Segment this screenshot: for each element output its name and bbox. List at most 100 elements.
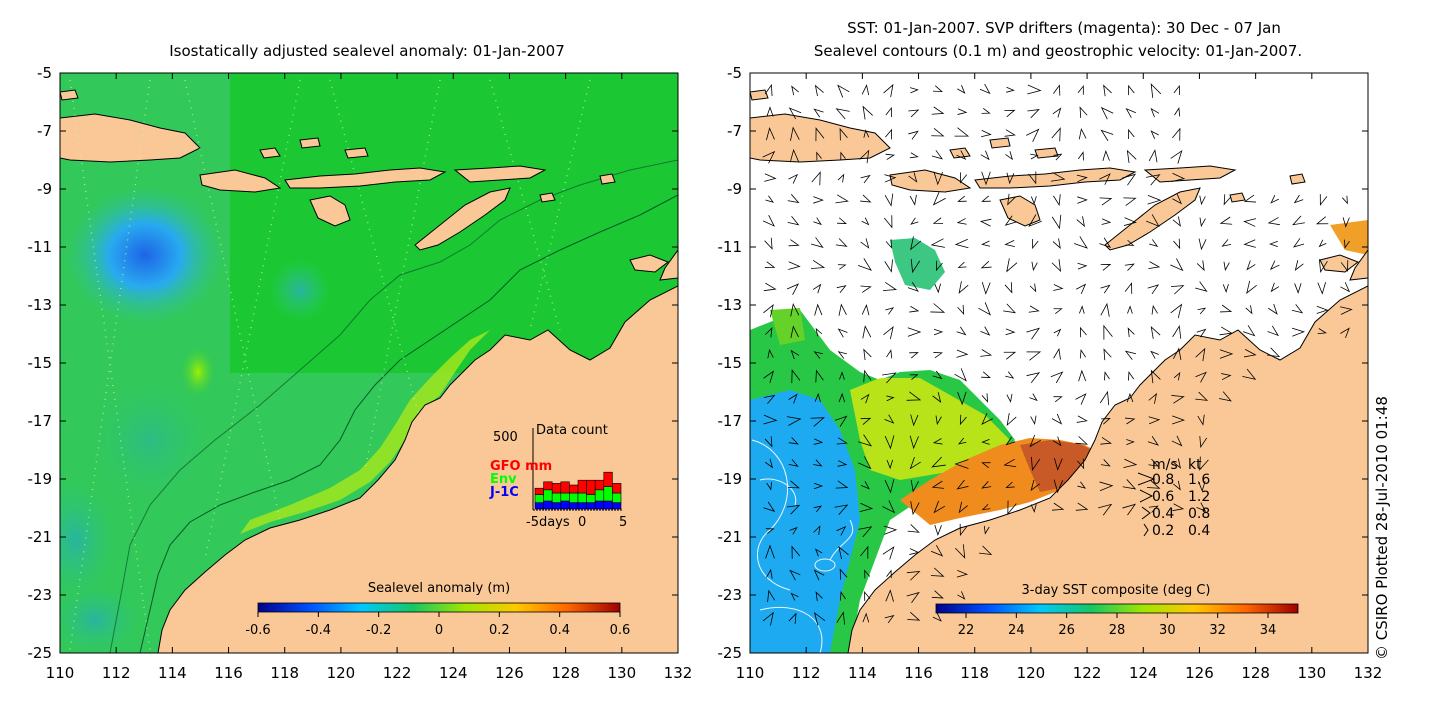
velocity-arrow	[767, 348, 774, 359]
velocity-arrow	[763, 282, 777, 292]
velocity-arrow	[1340, 260, 1349, 272]
data-count-legend-item: J-1C	[489, 485, 519, 500]
geostrophic-velocity-arrows	[762, 83, 1353, 626]
velocity-arrow	[1053, 328, 1062, 337]
velocity-arrow	[1124, 417, 1136, 425]
velocity-arrow	[908, 130, 919, 140]
velocity-arrow	[884, 614, 895, 624]
velocity-arrow	[1291, 304, 1304, 314]
velocity-arrow	[1147, 195, 1162, 205]
velocity-arrow	[788, 458, 799, 467]
velocity-arrow	[1030, 153, 1039, 160]
velocity-arrow	[1221, 373, 1232, 381]
velocity-arrow	[1172, 458, 1181, 469]
velocity-legend-kt: 1.2	[1188, 489, 1210, 505]
velocity-arrow	[1027, 84, 1042, 95]
velocity-arrow	[1246, 280, 1257, 294]
velocity-arrow	[861, 217, 870, 226]
left-lon-label: 128	[551, 664, 580, 682]
left-lon-label: 132	[664, 664, 693, 682]
left-lat-label: -19	[28, 470, 53, 488]
velocity-legend-ms: 0.6	[1152, 489, 1174, 505]
velocity-arrow	[906, 571, 921, 581]
velocity-arrow	[1026, 372, 1041, 384]
velocity-arrow	[1170, 149, 1183, 164]
velocity-arrow	[862, 325, 872, 339]
velocity-arrow	[959, 523, 968, 537]
velocity-arrow	[863, 369, 872, 383]
velocity-arrow	[934, 283, 941, 294]
velocity-arrow	[836, 285, 847, 294]
velocity-arrow	[1026, 327, 1041, 340]
velocity-arrow	[1243, 194, 1257, 203]
velocity-arrow	[1004, 282, 1013, 294]
velocity-arrow	[1074, 236, 1088, 249]
velocity-arrow	[932, 192, 946, 206]
velocity-arrow	[1315, 216, 1329, 225]
velocity-arrow	[788, 261, 801, 270]
left-map-field[interactable]: Sealevel anomaly (m) -0.6 -0.4 -0.2 0 0.2 0.4…	[35, 73, 678, 655]
velocity-arrow	[1340, 327, 1350, 339]
velocity-arrow	[1171, 415, 1186, 425]
velocity-arrow	[1344, 239, 1350, 249]
velocity-arrow	[909, 305, 920, 313]
velocity-arrow	[1078, 127, 1087, 140]
velocity-arrow	[811, 171, 821, 186]
velocity-arrow	[813, 611, 826, 626]
velocity-arrow	[1076, 216, 1085, 228]
velocity-arrow	[932, 392, 942, 403]
sealevel-contours	[751, 439, 854, 653]
velocity-arrow	[935, 415, 942, 426]
velocity-arrow	[835, 108, 850, 120]
velocity-arrow	[858, 526, 873, 538]
velocity-arrow	[909, 374, 919, 381]
right-colorbar-tick-label: 22	[958, 623, 975, 638]
velocity-arrow	[930, 567, 945, 577]
velocity-arrow	[981, 108, 991, 114]
velocity-arrow	[1150, 130, 1159, 139]
velocity-arrow	[885, 239, 892, 249]
right-lon-label: 112	[792, 664, 821, 682]
velocity-arrow	[1100, 302, 1110, 317]
left-lat-label: -5	[37, 64, 52, 82]
velocity-arrow	[882, 282, 898, 291]
velocity-arrow	[766, 568, 773, 579]
velocity-arrow	[1124, 282, 1133, 294]
velocity-arrow	[762, 150, 776, 164]
velocity-arrow	[909, 456, 921, 470]
data-count-title: Data count	[536, 423, 608, 438]
velocity-arrow	[1007, 500, 1017, 516]
data-count-bar-j1c	[594, 500, 605, 510]
right-lat-label: -15	[718, 354, 743, 372]
right-colorbar-tick-label: 32	[1209, 623, 1226, 638]
velocity-arrow	[1103, 371, 1110, 381]
velocity-arrow	[1077, 196, 1088, 204]
velocity-arrow	[1005, 481, 1015, 489]
velocity-arrow	[1053, 153, 1063, 161]
velocity-arrow	[1340, 282, 1351, 293]
data-count-bar-env	[534, 494, 544, 503]
velocity-arrow	[1172, 127, 1181, 141]
velocity-arrow	[930, 303, 946, 313]
velocity-arrow	[1319, 194, 1328, 206]
velocity-arrow	[1125, 107, 1136, 118]
velocity-arrow	[980, 150, 990, 161]
velocity-arrow	[1127, 305, 1133, 314]
right-colorbar-tick-label: 26	[1058, 623, 1075, 638]
sst-yellow-zone	[850, 378, 1010, 480]
velocity-arrow	[1150, 107, 1160, 118]
velocity-arrow	[1123, 197, 1137, 206]
velocity-arrow	[1270, 195, 1279, 204]
right-colorbar-title: 3-day SST composite (deg C)	[1021, 583, 1210, 598]
velocity-arrow	[1196, 328, 1207, 338]
velocity-arrow	[957, 304, 965, 316]
velocity-arrow	[886, 569, 892, 579]
right-map-field[interactable]: 3-day SST composite (deg C) 22 24 26 28 30 32…	[750, 73, 1368, 653]
velocity-arrow	[1005, 371, 1015, 379]
left-lon-label: 124	[439, 664, 468, 682]
velocity-arrow	[954, 544, 966, 559]
velocity-arrow	[885, 307, 895, 315]
velocity-arrow	[981, 393, 989, 403]
left-lon-label: 112	[102, 664, 131, 682]
